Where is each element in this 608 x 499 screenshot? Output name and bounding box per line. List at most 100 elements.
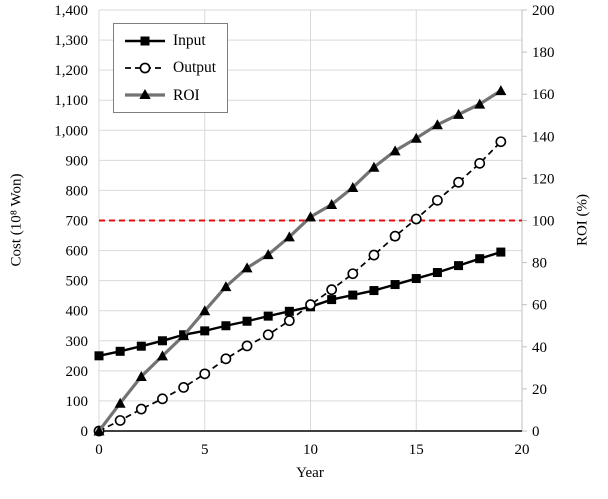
marker-triangle-roi — [114, 397, 126, 408]
left-axis-tick-label: 400 — [66, 304, 89, 320]
marker-triangle-roi — [453, 108, 465, 119]
right-axis-tick-label: 200 — [532, 3, 555, 19]
output-series-sample-icon — [125, 62, 165, 74]
x-axis-tick-label: 0 — [95, 442, 103, 458]
legend-item-input: Input — [124, 33, 227, 49]
right-axis-tick-label: 0 — [532, 424, 540, 440]
legend-item-roi: ROI — [124, 87, 227, 103]
marker-circle-output — [389, 230, 401, 242]
left-axis-tick-label: 1,300 — [54, 33, 88, 49]
x-axis-tick-label: 10 — [303, 442, 318, 458]
right-axis-tick-label: 80 — [532, 256, 547, 272]
marker-square-input — [432, 268, 442, 278]
marker-circle-output — [199, 368, 211, 380]
marker-circle-output — [326, 284, 338, 296]
right-axis-title: ROI (%) — [574, 193, 591, 247]
marker-triangle-roi — [156, 350, 168, 361]
left-axis-tick-label: 200 — [66, 364, 89, 380]
left-axis-tick-label: 100 — [66, 394, 89, 410]
marker-square-input — [157, 336, 167, 346]
left-axis-tick-label: 700 — [66, 214, 89, 230]
marker-triangle-roi — [178, 330, 190, 341]
marker-square-input — [348, 290, 358, 300]
left-axis-tick-label: 500 — [66, 274, 89, 290]
marker-square-input — [242, 316, 252, 326]
marker-triangle-roi — [241, 262, 253, 273]
marker-triangle-roi — [347, 181, 359, 192]
marker-circle-output — [368, 249, 380, 261]
legend-label-input: Input — [173, 31, 206, 49]
left-axis-tick-label: 900 — [66, 153, 89, 169]
right-axis-tick-label: 140 — [532, 129, 555, 145]
marker-triangle-roi — [305, 211, 316, 222]
right-axis-tick-label: 100 — [532, 214, 555, 230]
marker-square-input — [496, 247, 506, 257]
series-line-output — [98, 141, 502, 432]
left-axis-tick-label: 1,400 — [54, 3, 88, 19]
marker-square-input — [454, 261, 464, 271]
marker-square-input — [475, 254, 485, 264]
marker-circle-output — [495, 136, 507, 148]
marker-triangle-roi — [368, 161, 380, 172]
marker-square-input — [369, 286, 379, 296]
x-axis-tick-label: 5 — [201, 442, 209, 458]
marker-triangle-roi — [199, 305, 211, 316]
right-axis-tick-label: 160 — [532, 87, 555, 103]
marker-circle-output — [135, 403, 147, 415]
marker-triangle-roi — [431, 119, 443, 130]
marker-triangle-roi — [410, 132, 422, 143]
right-axis-tick-label: 20 — [532, 382, 547, 398]
right-axis-tick-label: 180 — [532, 45, 555, 61]
marker-square-input — [411, 274, 421, 284]
left-axis-title: Cost (10⁸ Won) — [8, 173, 25, 267]
marker-circle-output — [431, 194, 443, 206]
legend: Input Output ROI — [113, 23, 228, 113]
marker-square-input — [390, 280, 400, 290]
legend-label-output: Output — [173, 59, 217, 77]
marker-square-input — [115, 346, 125, 356]
left-axis-tick-label: 300 — [66, 334, 89, 350]
right-axis-tick-label: 60 — [532, 298, 547, 314]
marker-triangle-roi — [474, 98, 486, 109]
marker-triangle-roi — [135, 370, 147, 381]
marker-circle-output — [241, 340, 253, 352]
marker-circle-output — [305, 299, 316, 311]
marker-circle-output — [178, 381, 189, 393]
right-axis-tick-label: 120 — [532, 171, 555, 187]
marker-square-input — [284, 306, 294, 316]
legend-label-roi: ROI — [173, 86, 200, 104]
marker-square-input — [263, 311, 273, 321]
marker-circle-output — [474, 157, 486, 169]
input-series-sample-icon — [125, 36, 165, 46]
left-axis-tick-label: 0 — [81, 424, 89, 440]
series-line-roi — [97, 89, 502, 432]
marker-triangle-roi — [283, 231, 295, 242]
left-axis-tick-label: 1,100 — [54, 93, 88, 109]
marker-circle-output — [453, 176, 464, 188]
marker-circle-output — [157, 393, 168, 405]
right-axis-tick-label: 40 — [532, 340, 547, 356]
left-axis-tick-label: 1,200 — [54, 63, 88, 79]
left-axis-tick-label: 800 — [66, 183, 89, 199]
left-axis-tick-label: 600 — [66, 244, 89, 260]
x-axis-tick-label: 15 — [409, 442, 424, 458]
legend-item-output: Output — [124, 60, 227, 76]
marker-circle-output — [283, 315, 295, 327]
marker-square-input — [94, 351, 104, 361]
marker-square-input — [200, 326, 210, 336]
marker-triangle-roi — [326, 199, 338, 210]
marker-square-input — [136, 341, 146, 351]
x-axis-tick-label: 20 — [515, 442, 530, 458]
roi-series-sample-icon — [125, 89, 165, 100]
marker-triangle-roi — [262, 249, 274, 260]
marker-circle-output — [220, 353, 232, 365]
x-axis-title: Year — [296, 465, 324, 481]
marker-triangle-roi — [389, 145, 401, 156]
marker-triangle-roi — [495, 85, 507, 96]
marker-circle-output — [114, 415, 126, 426]
marker-square-input — [327, 295, 337, 305]
marker-circle-output — [347, 268, 359, 280]
marker-triangle-roi — [93, 425, 105, 436]
